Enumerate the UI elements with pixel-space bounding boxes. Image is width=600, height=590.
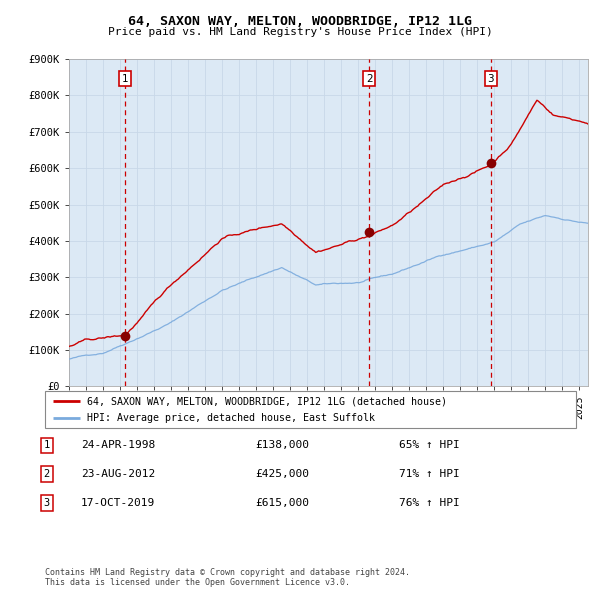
Text: HPI: Average price, detached house, East Suffolk: HPI: Average price, detached house, East… (88, 413, 376, 423)
Text: 17-OCT-2019: 17-OCT-2019 (81, 498, 155, 507)
Text: 24-APR-1998: 24-APR-1998 (81, 441, 155, 450)
Text: 64, SAXON WAY, MELTON, WOODBRIDGE, IP12 1LG: 64, SAXON WAY, MELTON, WOODBRIDGE, IP12 … (128, 15, 472, 28)
Text: 3: 3 (488, 74, 494, 84)
Text: 71% ↑ HPI: 71% ↑ HPI (399, 470, 460, 479)
FancyBboxPatch shape (45, 391, 576, 428)
Text: 1: 1 (122, 74, 128, 84)
Text: 65% ↑ HPI: 65% ↑ HPI (399, 441, 460, 450)
Text: £425,000: £425,000 (255, 470, 309, 479)
Text: 23-AUG-2012: 23-AUG-2012 (81, 470, 155, 479)
Text: Price paid vs. HM Land Registry's House Price Index (HPI): Price paid vs. HM Land Registry's House … (107, 27, 493, 37)
Text: 2: 2 (44, 470, 50, 479)
Text: 64, SAXON WAY, MELTON, WOODBRIDGE, IP12 1LG (detached house): 64, SAXON WAY, MELTON, WOODBRIDGE, IP12 … (88, 396, 448, 406)
Text: 76% ↑ HPI: 76% ↑ HPI (399, 498, 460, 507)
Text: £615,000: £615,000 (255, 498, 309, 507)
Text: Contains HM Land Registry data © Crown copyright and database right 2024.
This d: Contains HM Land Registry data © Crown c… (45, 568, 410, 587)
Text: 2: 2 (366, 74, 373, 84)
Text: £138,000: £138,000 (255, 441, 309, 450)
Text: 1: 1 (44, 441, 50, 450)
Text: 3: 3 (44, 498, 50, 507)
